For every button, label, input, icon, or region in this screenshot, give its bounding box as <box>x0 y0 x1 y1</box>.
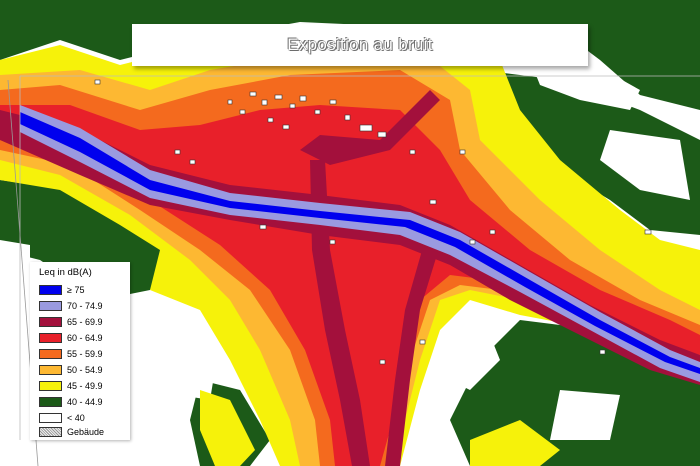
zone-below-40 <box>0 60 690 440</box>
legend-label: 70 - 74.9 <box>67 301 103 311</box>
legend-item: 70 - 74.9 <box>39 299 103 313</box>
buildings-swatch <box>39 427 62 437</box>
legend-swatch <box>39 285 62 295</box>
legend-item: 50 - 54.9 <box>39 363 103 377</box>
legend-label: 65 - 69.9 <box>67 317 103 327</box>
legend-item: 60 - 64.9 <box>39 331 103 345</box>
legend-swatch <box>39 301 62 311</box>
legend-item-buildings: Gebäude <box>39 425 104 439</box>
legend-item: 45 - 49.9 <box>39 379 103 393</box>
buildings <box>94 79 652 365</box>
legend-label: 40 - 44.9 <box>67 397 103 407</box>
legend-swatch <box>39 397 62 407</box>
legend-swatch <box>39 349 62 359</box>
legend-swatch <box>39 381 62 391</box>
legend-label: 50 - 54.9 <box>67 365 103 375</box>
title-box: Exposition au bruit <box>132 24 588 66</box>
legend-label: 45 - 49.9 <box>67 381 103 391</box>
legend-swatch <box>39 365 62 375</box>
legend-item: 40 - 44.9 <box>39 395 103 409</box>
legend: Leq in dB(A) ≥ 75 70 - 74.9 65 - 69.9 60… <box>30 262 130 440</box>
legend-item: < 40 <box>39 411 85 425</box>
legend-label: 55 - 59.9 <box>67 349 103 359</box>
legend-item: 65 - 69.9 <box>39 315 103 329</box>
legend-swatch <box>39 333 62 343</box>
legend-label: 60 - 64.9 <box>67 333 103 343</box>
legend-item: 55 - 59.9 <box>39 347 103 361</box>
legend-item: ≥ 75 <box>39 283 84 297</box>
legend-label-buildings: Gebäude <box>67 427 105 437</box>
legend-swatch <box>39 413 62 423</box>
legend-title: Leq in dB(A) <box>39 267 92 278</box>
legend-label: < 40 <box>67 413 85 423</box>
map-title: Exposition au bruit <box>287 35 433 54</box>
legend-label: ≥ 75 <box>67 285 85 295</box>
legend-swatch <box>39 317 62 327</box>
